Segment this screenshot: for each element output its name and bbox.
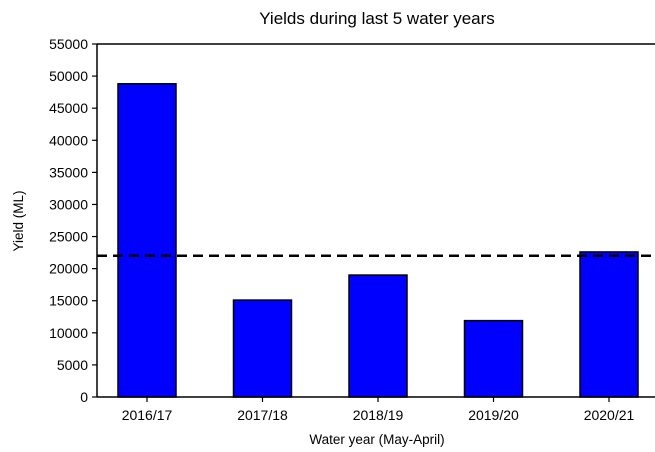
x-tick-label: 2018/19 [353, 407, 404, 423]
y-tick-label: 30000 [49, 196, 88, 212]
bar-2016-17 [117, 83, 177, 398]
y-tick-label: 35000 [49, 164, 88, 180]
y-tick-label: 45000 [49, 100, 88, 116]
y-tick-label: 5000 [57, 357, 88, 373]
bar-2018-19 [348, 274, 408, 398]
y-axis-title: Yield (ML) [11, 190, 26, 251]
bar-2020-21 [579, 251, 639, 398]
chart-title: Yields during last 5 water years [259, 9, 495, 28]
x-axis-title: Water year (May-April) [309, 432, 444, 447]
bar-2017-18 [232, 299, 293, 398]
y-tick-label: 40000 [49, 132, 88, 148]
y-tick-label: 50000 [49, 68, 88, 84]
x-tick-label: 2016/17 [122, 407, 173, 423]
x-tick-label: 2017/18 [237, 407, 288, 423]
plot-area: 0 5000 10000 15000 20000 25000 30000 35000 40000… [49, 36, 655, 423]
x-tick-label: 2019/20 [468, 407, 519, 423]
y-tick-label: 0 [80, 389, 88, 405]
y-tick-label: 55000 [49, 36, 88, 52]
x-tick-label: 2020/21 [584, 407, 635, 423]
y-tick-label: 25000 [49, 229, 88, 245]
y-tick-label: 10000 [49, 325, 88, 341]
y-tick-label: 20000 [49, 261, 88, 277]
bar-2019-20 [463, 319, 524, 398]
y-tick-label: 15000 [49, 293, 88, 309]
